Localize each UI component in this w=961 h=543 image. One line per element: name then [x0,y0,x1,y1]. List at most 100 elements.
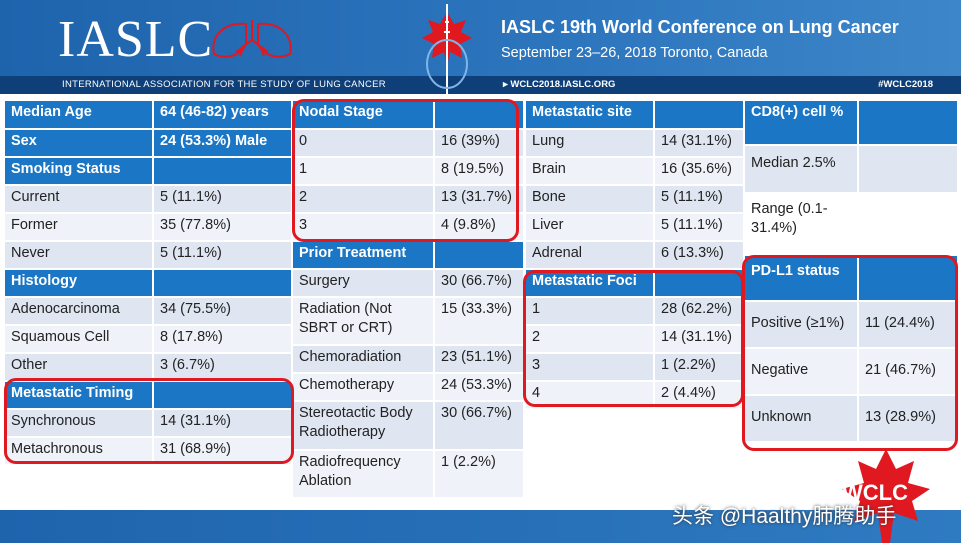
table-cell: 28 (62.2%) [654,297,745,326]
table-cell: 5 (11.1%) [153,241,293,270]
table-cell: 35 (77.8%) [153,213,293,242]
table-cell: Adenocarcinoma [5,297,154,326]
table-row: Current 5 (11.1%) [5,185,293,214]
table-cell [434,241,525,270]
table-cell: 5 (11.1%) [654,213,745,242]
toronto-emblem-icon [422,4,472,94]
table-cell: Squamous Cell [5,325,154,354]
table-row: Metastatic Foci [526,269,745,298]
iaslc-logo: IASLC [58,11,214,68]
table-cell: Radiation (Not SBRT or CRT) [293,297,435,346]
table-row: Median Age 64 (46-82) years [5,101,293,130]
table-cell: 15 (33.3%) [434,297,525,346]
conference-url: ▸ WCLC2018.IASLC.ORG [503,79,616,90]
table-row: Never 5 (11.1%) [5,241,293,270]
table-row: Median 2.5% [745,145,959,194]
table-cell: 8 (19.5%) [434,157,525,186]
table-cell: Lung [526,129,655,158]
section-header: Nodal Stage [293,101,435,130]
section-header: Metastatic site [526,101,655,130]
conference-hashtag: #WCLC2018 [878,79,933,90]
table-cell: 3 [293,213,435,242]
table-row: Metastatic site [526,101,745,130]
table-cell: 11 (24.4%) [858,301,959,349]
conference-banner: IASLC INTERNATIONAL ASSOCIATION FOR THE … [0,0,961,94]
table-row: Radiofrequency Ablation 1 (2.2%) [293,450,525,499]
table-cell: Synchronous [5,409,154,438]
banner-top [0,0,961,76]
section-header: Smoking Status [5,157,154,186]
table-row: Histology [5,269,293,298]
table-cell: 5 (11.1%) [153,185,293,214]
table-cell: 14 (31.1%) [654,325,745,354]
table-cell: 34 (75.5%) [153,297,293,326]
table-row: Stereotactic Body Radiotherapy 30 (66.7%) [293,401,525,451]
cd8-pdl1-table: CD8(+) cell % Median 2.5% Range (0.1-31.… [745,101,959,443]
table-cell: 16 (35.6%) [654,157,745,186]
table-cell: Brain [526,157,655,186]
table-cell: 2 [293,185,435,214]
table-cell: 2 [526,325,655,354]
table-row: 1 28 (62.2%) [526,297,745,326]
table-cell: Adrenal [526,241,655,270]
table-cell: Chemotherapy [293,373,435,402]
table-row: Bone 5 (11.1%) [526,185,745,214]
table-cell: 16 (39%) [434,129,525,158]
table-cell: 24 (53.3%) [434,373,525,402]
table-row: Lung 14 (31.1%) [526,129,745,158]
banner-bar [0,76,961,94]
table-row: Negative 21 (46.7%) [745,348,959,396]
table-cell: Range (0.1-31.4%) [745,193,859,256]
table-cell: Median Age [5,101,154,130]
table-row: Unknown 13 (28.9%) [745,395,959,443]
table-row: PD-L1 status [745,255,959,302]
table-row: Synchronous 14 (31.1%) [5,409,293,438]
table-cell [654,269,745,298]
table-cell: 1 [526,297,655,326]
table-cell [153,269,293,298]
table-cell: 14 (31.1%) [654,129,745,158]
table-cell: Never [5,241,154,270]
table-row: Liver 5 (11.1%) [526,213,745,242]
table-cell: 24 (53.3%) Male [153,129,293,158]
table-cell: Liver [526,213,655,242]
highlight-metastatic-foci [523,270,744,407]
table-cell: Median 2.5% [745,145,859,194]
wclc-wordmark: WCLC [842,480,908,505]
table-row: Other 3 (6.7%) [5,353,293,382]
table-row: Squamous Cell 8 (17.8%) [5,325,293,354]
table-row: 2 14 (31.1%) [526,325,745,354]
table-row: Radiation (Not SBRT or CRT) 15 (33.3%) [293,297,525,346]
table-row: Sex 24 (53.3%) Male [5,129,293,158]
highlight-pdl1-status [742,255,958,451]
table-row: Chemoradiation 23 (51.1%) [293,345,525,374]
table-cell: 1 (2.2%) [654,353,745,382]
table-row: Smoking Status [5,157,293,186]
table-cell: Surgery [293,269,435,298]
conference-title: IASLC 19th World Conference on Lung Canc… [501,17,899,37]
highlight-nodal-stage [292,99,519,242]
table-cell [858,255,959,302]
conference-date: September 23–26, 2018 Toronto, Canada [501,45,768,61]
table-cell: 13 (28.9%) [858,395,959,443]
table-cell: 23 (51.1%) [434,345,525,374]
table-cell [858,145,959,194]
table-row: Former 35 (77.8%) [5,213,293,242]
section-header: CD8(+) cell % [745,101,859,146]
table-row: Adrenal 6 (13.3%) [526,241,745,270]
table-cell [858,193,959,256]
table-row: Nodal Stage [293,101,525,130]
maple-leaf-icon [842,449,930,543]
table-row: 2 13 (31.7%) [293,185,525,214]
table-cell [153,381,293,410]
table-cell: 5 (11.1%) [654,185,745,214]
table-row: Prior Treatment [293,241,525,270]
table-cell: Former [5,213,154,242]
table-cell: 30 (66.7%) [434,401,525,451]
table-cell: Radiofrequency Ablation [293,450,435,499]
demographics-table: Median Age 64 (46-82) years Sex 24 (53.3%)… [5,101,293,466]
